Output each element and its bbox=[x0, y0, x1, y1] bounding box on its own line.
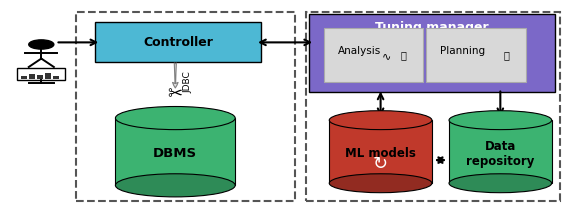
Text: Tuning manager: Tuning manager bbox=[375, 21, 489, 34]
Text: ✂: ✂ bbox=[168, 85, 183, 103]
Text: Data
repository: Data repository bbox=[466, 140, 535, 168]
FancyBboxPatch shape bbox=[426, 28, 526, 82]
FancyBboxPatch shape bbox=[29, 74, 35, 79]
FancyBboxPatch shape bbox=[45, 73, 51, 79]
FancyBboxPatch shape bbox=[449, 120, 552, 183]
Ellipse shape bbox=[329, 174, 432, 193]
Text: 📅: 📅 bbox=[503, 50, 509, 60]
FancyBboxPatch shape bbox=[96, 22, 261, 62]
FancyBboxPatch shape bbox=[21, 76, 27, 79]
FancyBboxPatch shape bbox=[37, 75, 43, 79]
Ellipse shape bbox=[115, 106, 235, 130]
Text: ∿: ∿ bbox=[382, 51, 391, 61]
FancyBboxPatch shape bbox=[115, 118, 235, 185]
FancyBboxPatch shape bbox=[17, 68, 65, 80]
Text: Controller: Controller bbox=[143, 36, 213, 49]
FancyBboxPatch shape bbox=[329, 120, 432, 183]
FancyBboxPatch shape bbox=[53, 76, 59, 79]
FancyBboxPatch shape bbox=[309, 14, 555, 92]
FancyBboxPatch shape bbox=[324, 28, 423, 82]
Text: Analysis: Analysis bbox=[338, 46, 381, 56]
Text: 🔍: 🔍 bbox=[401, 50, 406, 60]
Ellipse shape bbox=[329, 111, 432, 130]
Ellipse shape bbox=[449, 174, 552, 193]
Text: ML models: ML models bbox=[345, 147, 416, 160]
Circle shape bbox=[29, 40, 54, 49]
Text: ↻: ↻ bbox=[373, 155, 388, 173]
Text: DBMS: DBMS bbox=[153, 147, 197, 160]
Text: JDBC: JDBC bbox=[184, 71, 193, 93]
Text: Planning: Planning bbox=[441, 46, 485, 56]
Ellipse shape bbox=[115, 174, 235, 197]
Ellipse shape bbox=[449, 111, 552, 130]
